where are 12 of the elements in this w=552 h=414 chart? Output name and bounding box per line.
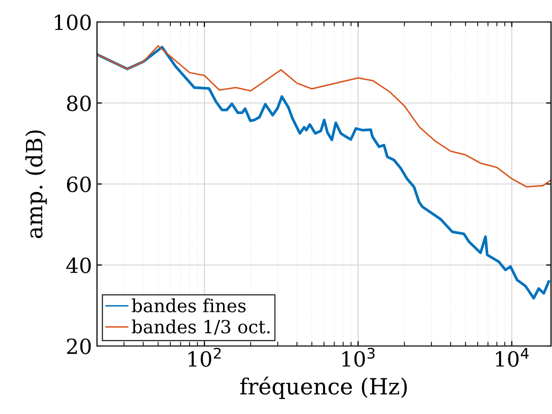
y-tick-label: 40 — [66, 257, 91, 274]
x-tick-label: 10$^{3}$ — [342, 348, 375, 367]
y-tick-label: 60 — [67, 176, 91, 192]
x-axis-title: fréquence (Hz) — [240, 376, 407, 399]
x-tick-label: 10$^{4}$ — [496, 348, 529, 367]
y-tick-label: 100 — [54, 14, 91, 30]
y-axis-title: amp. (dB) — [25, 130, 47, 238]
legend-label: bandes 1/3 oct. — [132, 320, 270, 335]
x-tick-label: 10$^{2}$ — [188, 348, 221, 367]
y-tick-label: 20 — [67, 338, 91, 354]
legend-label: bandes fines — [132, 298, 246, 312]
y-tick-label: 80 — [67, 95, 91, 112]
